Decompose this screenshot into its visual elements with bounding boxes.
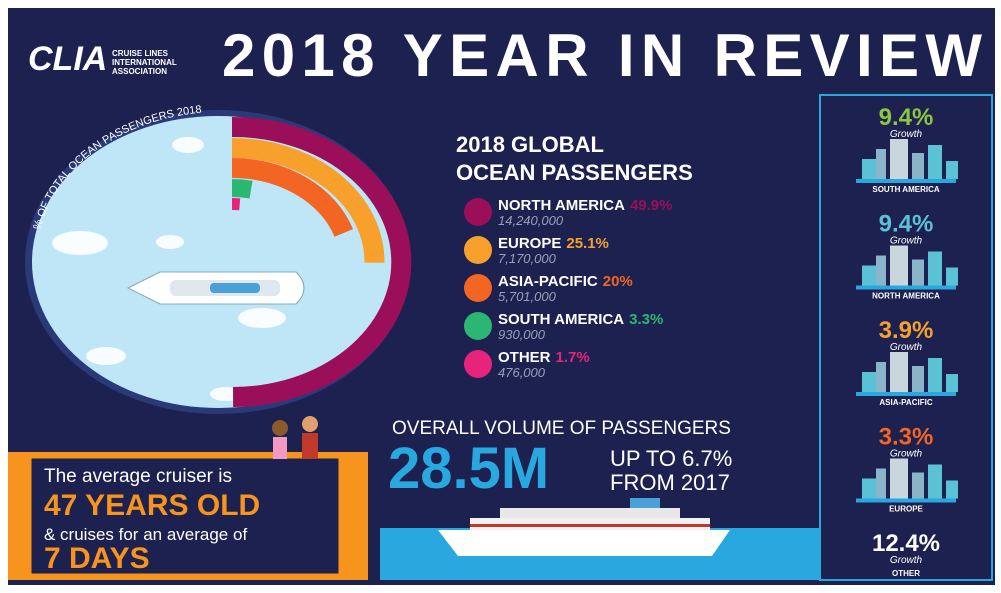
skyline [876,149,886,179]
legend-swatch [464,274,492,302]
growth-word: Growth [890,129,923,140]
ship-top [126,271,305,305]
legend: NORTH AMERICA 49.9% 14,240,000 EUROPE 25.1% 7… [464,197,672,380]
legend-label: ASIA-PACIFIC 20% [498,273,633,290]
skyline [912,472,924,499]
region-share: 3.3% [629,311,663,328]
skyline [890,245,908,286]
radial-bar [231,138,385,263]
logo-subtitle: CRUISE LINES [112,49,169,58]
legend-label: NORTH AMERICA 49.9% [498,197,672,214]
skyline [890,458,908,499]
region-share: 25.1% [566,235,609,252]
skyline-base [856,179,956,183]
cruiser-days: 7 DAYS [44,542,150,575]
radial-bars [231,116,412,407]
growth-word: Growth [890,342,923,353]
skyline [862,159,876,179]
skyline [890,352,908,392]
growth-word: Growth [890,449,923,460]
skyline [928,145,942,179]
volume-total: 28.5M [388,436,549,501]
region-count: 476,000 [498,365,546,380]
growth-region: SOUTH AMERICA [872,185,939,194]
skyline [928,358,942,392]
cruiser-line: The average cruiser is [44,466,232,487]
logo: CLIA [28,40,107,78]
region-share: 20% [603,273,633,290]
title: 2018 YEAR IN REVIEW [222,22,982,89]
region-share: 49.9% [630,197,673,214]
skyline [862,372,876,392]
growth-region: EUROPE [889,505,923,514]
growth-value: 3.9% [879,317,934,344]
skyline [876,255,886,286]
region-name: SOUTH AMERICA [498,311,624,328]
growth-region: OTHER [892,569,920,578]
skyline-base [856,392,956,396]
skyline [890,139,908,179]
skyline [876,468,886,499]
region-count: 930,000 [498,327,546,342]
region-count: 5,701,000 [498,289,557,304]
region-name: ASIA-PACIFIC [498,273,598,290]
skyline [862,478,876,499]
skyline [912,259,924,286]
volume-change: FROM 2017 [610,470,730,495]
radial-bar [231,158,354,238]
region-count: 7,170,000 [498,251,557,266]
passengers-title: 2018 GLOBAL [456,132,604,157]
growth-panel [819,94,993,581]
radial-bar [231,116,412,407]
region-name: EUROPE [498,235,561,252]
cruiser-line: & cruises for an average of [44,525,247,544]
skyline [946,480,958,499]
legend-swatch [464,198,492,226]
region-name: OTHER [498,349,551,366]
growth-region: NORTH AMERICA [872,292,940,301]
skyline [928,464,942,499]
region-count: 14,240,000 [498,213,564,228]
ship-side [438,498,730,556]
skyline [946,267,958,286]
skyline [862,265,876,286]
legend-label: EUROPE 25.1% [498,235,609,252]
clouds [52,137,286,401]
radial-bar [231,179,253,199]
legend-swatch [464,312,492,340]
legend-label: SOUTH AMERICA 3.3% [498,311,663,328]
growth-value: 9.4% [879,211,934,238]
growth-region: ASIA-PACIFIC [879,398,932,407]
skyline [946,374,958,392]
growth-value: 9.4% [879,104,934,131]
passengers-title: OCEAN PASSENGERS [456,160,693,185]
couple [272,416,318,459]
legend-label: OTHER 1.7% [498,349,590,366]
skyline [912,366,924,392]
skyline-base [856,285,956,290]
logo-subtitle: INTERNATIONAL [112,58,177,67]
skyline [912,153,924,179]
skyline [946,161,958,179]
region-share: 1.7% [556,349,590,366]
skyline [876,362,886,392]
cruiser-box [28,455,342,577]
growth-value: 12.4% [872,530,940,557]
volume-change: UP TO 6.7% [610,446,732,471]
volume-heading: OVERALL VOLUME OF PASSENGERS [392,418,731,439]
legend-swatch [464,350,492,378]
skyline-base [856,498,956,503]
legend-swatch [464,236,492,264]
growth-word: Growth [890,236,923,247]
cruiser-age: 47 YEARS OLD [44,489,260,522]
skyline [928,251,942,286]
region-name: NORTH AMERICA [498,197,625,214]
logo-subtitle: ASSOCIATION [112,67,167,76]
growth-value: 3.3% [879,424,934,451]
growth-word: Growth [890,555,923,566]
